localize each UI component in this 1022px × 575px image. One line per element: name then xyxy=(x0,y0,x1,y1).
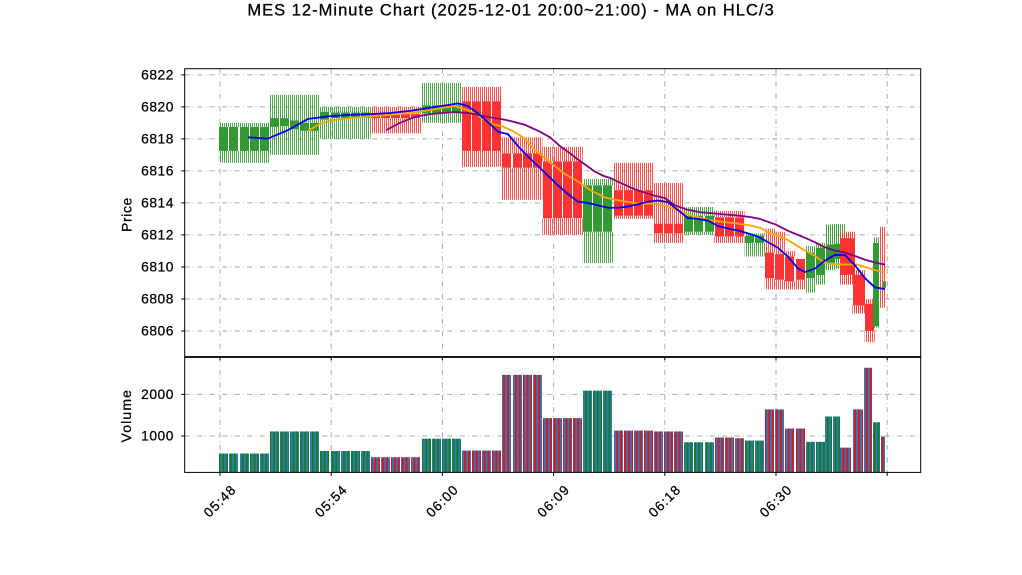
svg-text:6814: 6814 xyxy=(141,196,174,211)
svg-text:6820: 6820 xyxy=(141,100,174,115)
svg-text:Price: Price xyxy=(119,197,135,232)
svg-text:6808: 6808 xyxy=(141,292,174,307)
svg-text:1000: 1000 xyxy=(141,429,174,444)
svg-text:6810: 6810 xyxy=(141,260,174,275)
svg-text:6812: 6812 xyxy=(141,228,174,243)
svg-text:6806: 6806 xyxy=(141,324,174,339)
svg-text:2000: 2000 xyxy=(141,387,174,402)
svg-text:6816: 6816 xyxy=(141,164,174,179)
svg-text:Volume: Volume xyxy=(118,389,134,443)
svg-text:6822: 6822 xyxy=(141,68,174,83)
svg-text:MES 12-Minute Chart (2025-12-0: MES 12-Minute Chart (2025-12-01 20:00~21… xyxy=(247,2,774,20)
svg-text:6818: 6818 xyxy=(141,132,174,147)
